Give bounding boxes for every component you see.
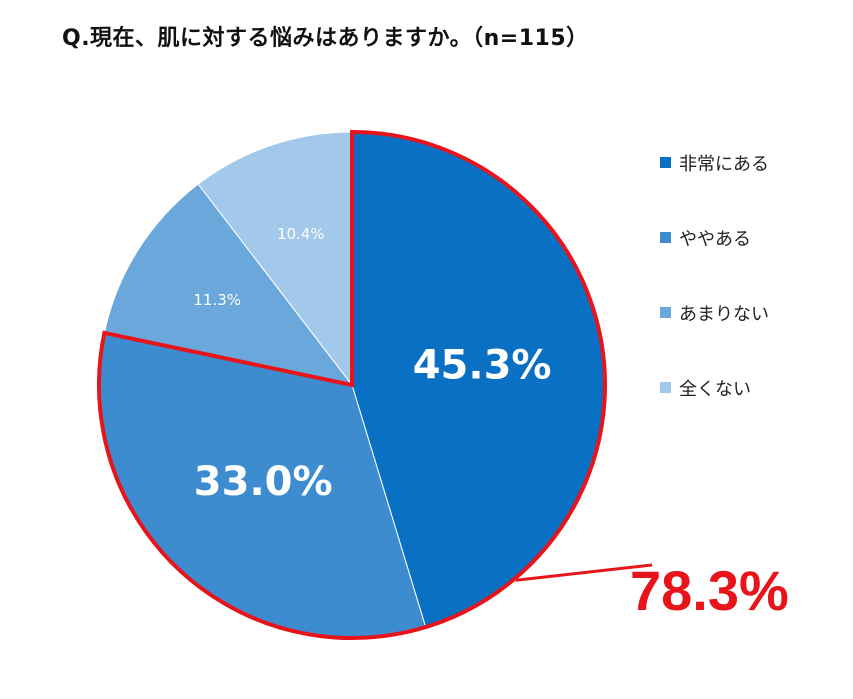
slice-amari-nai — [103, 183, 354, 386]
legend-label: 非常にある — [679, 154, 769, 175]
callout-line — [515, 563, 653, 582]
slice-value-label: 10.4% — [277, 225, 325, 243]
legend-label: あまりない — [679, 304, 769, 325]
legend-swatch — [660, 382, 671, 393]
highlight-outline — [97, 129, 608, 640]
legend-swatch — [660, 232, 671, 243]
legend-swatch — [660, 157, 671, 168]
legend-item: ややある — [660, 225, 769, 300]
slice-value-label: 33.0% — [194, 459, 333, 505]
legend-label: 全くない — [679, 379, 751, 400]
slice-mattaku-nai — [197, 131, 353, 387]
callout-value: 78.3% — [630, 559, 789, 622]
slice-value-label: 11.3% — [193, 291, 241, 309]
legend-label: ややある — [679, 229, 751, 250]
legend-item: 全くない — [660, 375, 769, 450]
legend-swatch — [660, 307, 671, 318]
legend-item: 非常にある — [660, 150, 769, 225]
legend: 非常にある ややある あまりない 全くない — [660, 150, 769, 450]
chart-title: Q.現在、肌に対する悩みはありますか。（n=115） — [62, 26, 589, 51]
slice-value-label: 45.3% — [413, 343, 552, 389]
legend-item: あまりない — [660, 300, 769, 375]
